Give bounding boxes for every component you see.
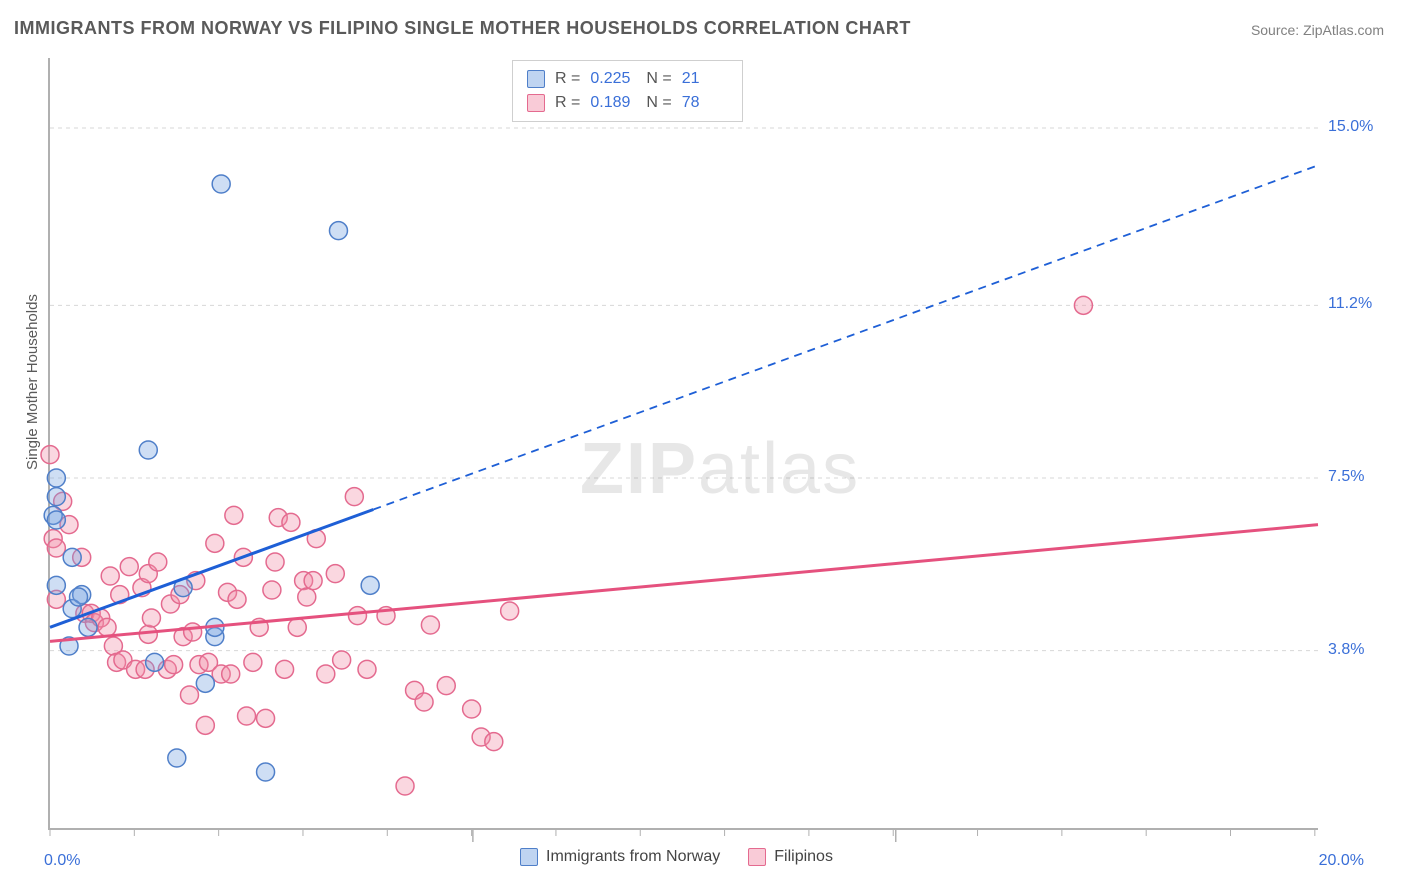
chart-svg (50, 58, 1318, 828)
plot-area: ZIPatlas (48, 58, 1318, 830)
y-tick-label: 11.2% (1328, 295, 1372, 313)
series-legend: Immigrants from Norway Filipinos (520, 848, 833, 866)
correlation-legend-row-blue: R = 0.225 N = 21 (527, 67, 728, 91)
n-label: N = (646, 91, 671, 115)
r-label: R = (555, 91, 580, 115)
y-tick-label: 3.8% (1328, 641, 1364, 659)
y-tick-label: 7.5% (1328, 468, 1364, 486)
x-axis-max-label: 20.0% (1319, 852, 1364, 870)
source-attribution: Source: ZipAtlas.com (1251, 22, 1384, 38)
legend-item-pink: Filipinos (748, 848, 833, 866)
x-axis-min-label: 0.0% (44, 852, 80, 870)
legend-swatch-pink (748, 848, 766, 866)
chart-title: IMMIGRANTS FROM NORWAY VS FILIPINO SINGL… (14, 18, 911, 39)
n-label: N = (646, 67, 671, 91)
r-value: 0.189 (590, 91, 636, 115)
legend-item-blue: Immigrants from Norway (520, 848, 720, 866)
legend-label: Filipinos (774, 848, 833, 866)
legend-swatch-blue (520, 848, 538, 866)
legend-label: Immigrants from Norway (546, 848, 720, 866)
n-value: 21 (682, 67, 728, 91)
r-label: R = (555, 67, 580, 91)
correlation-legend: R = 0.225 N = 21 R = 0.189 N = 78 (512, 60, 743, 122)
y-tick-label: 15.0% (1328, 118, 1373, 136)
y-axis-label: Single Mother Households (24, 294, 41, 470)
correlation-legend-row-pink: R = 0.189 N = 78 (527, 91, 728, 115)
swatch-blue (527, 70, 545, 88)
swatch-pink (527, 94, 545, 112)
n-value: 78 (682, 91, 728, 115)
r-value: 0.225 (590, 67, 636, 91)
chart-container: IMMIGRANTS FROM NORWAY VS FILIPINO SINGL… (0, 0, 1406, 892)
